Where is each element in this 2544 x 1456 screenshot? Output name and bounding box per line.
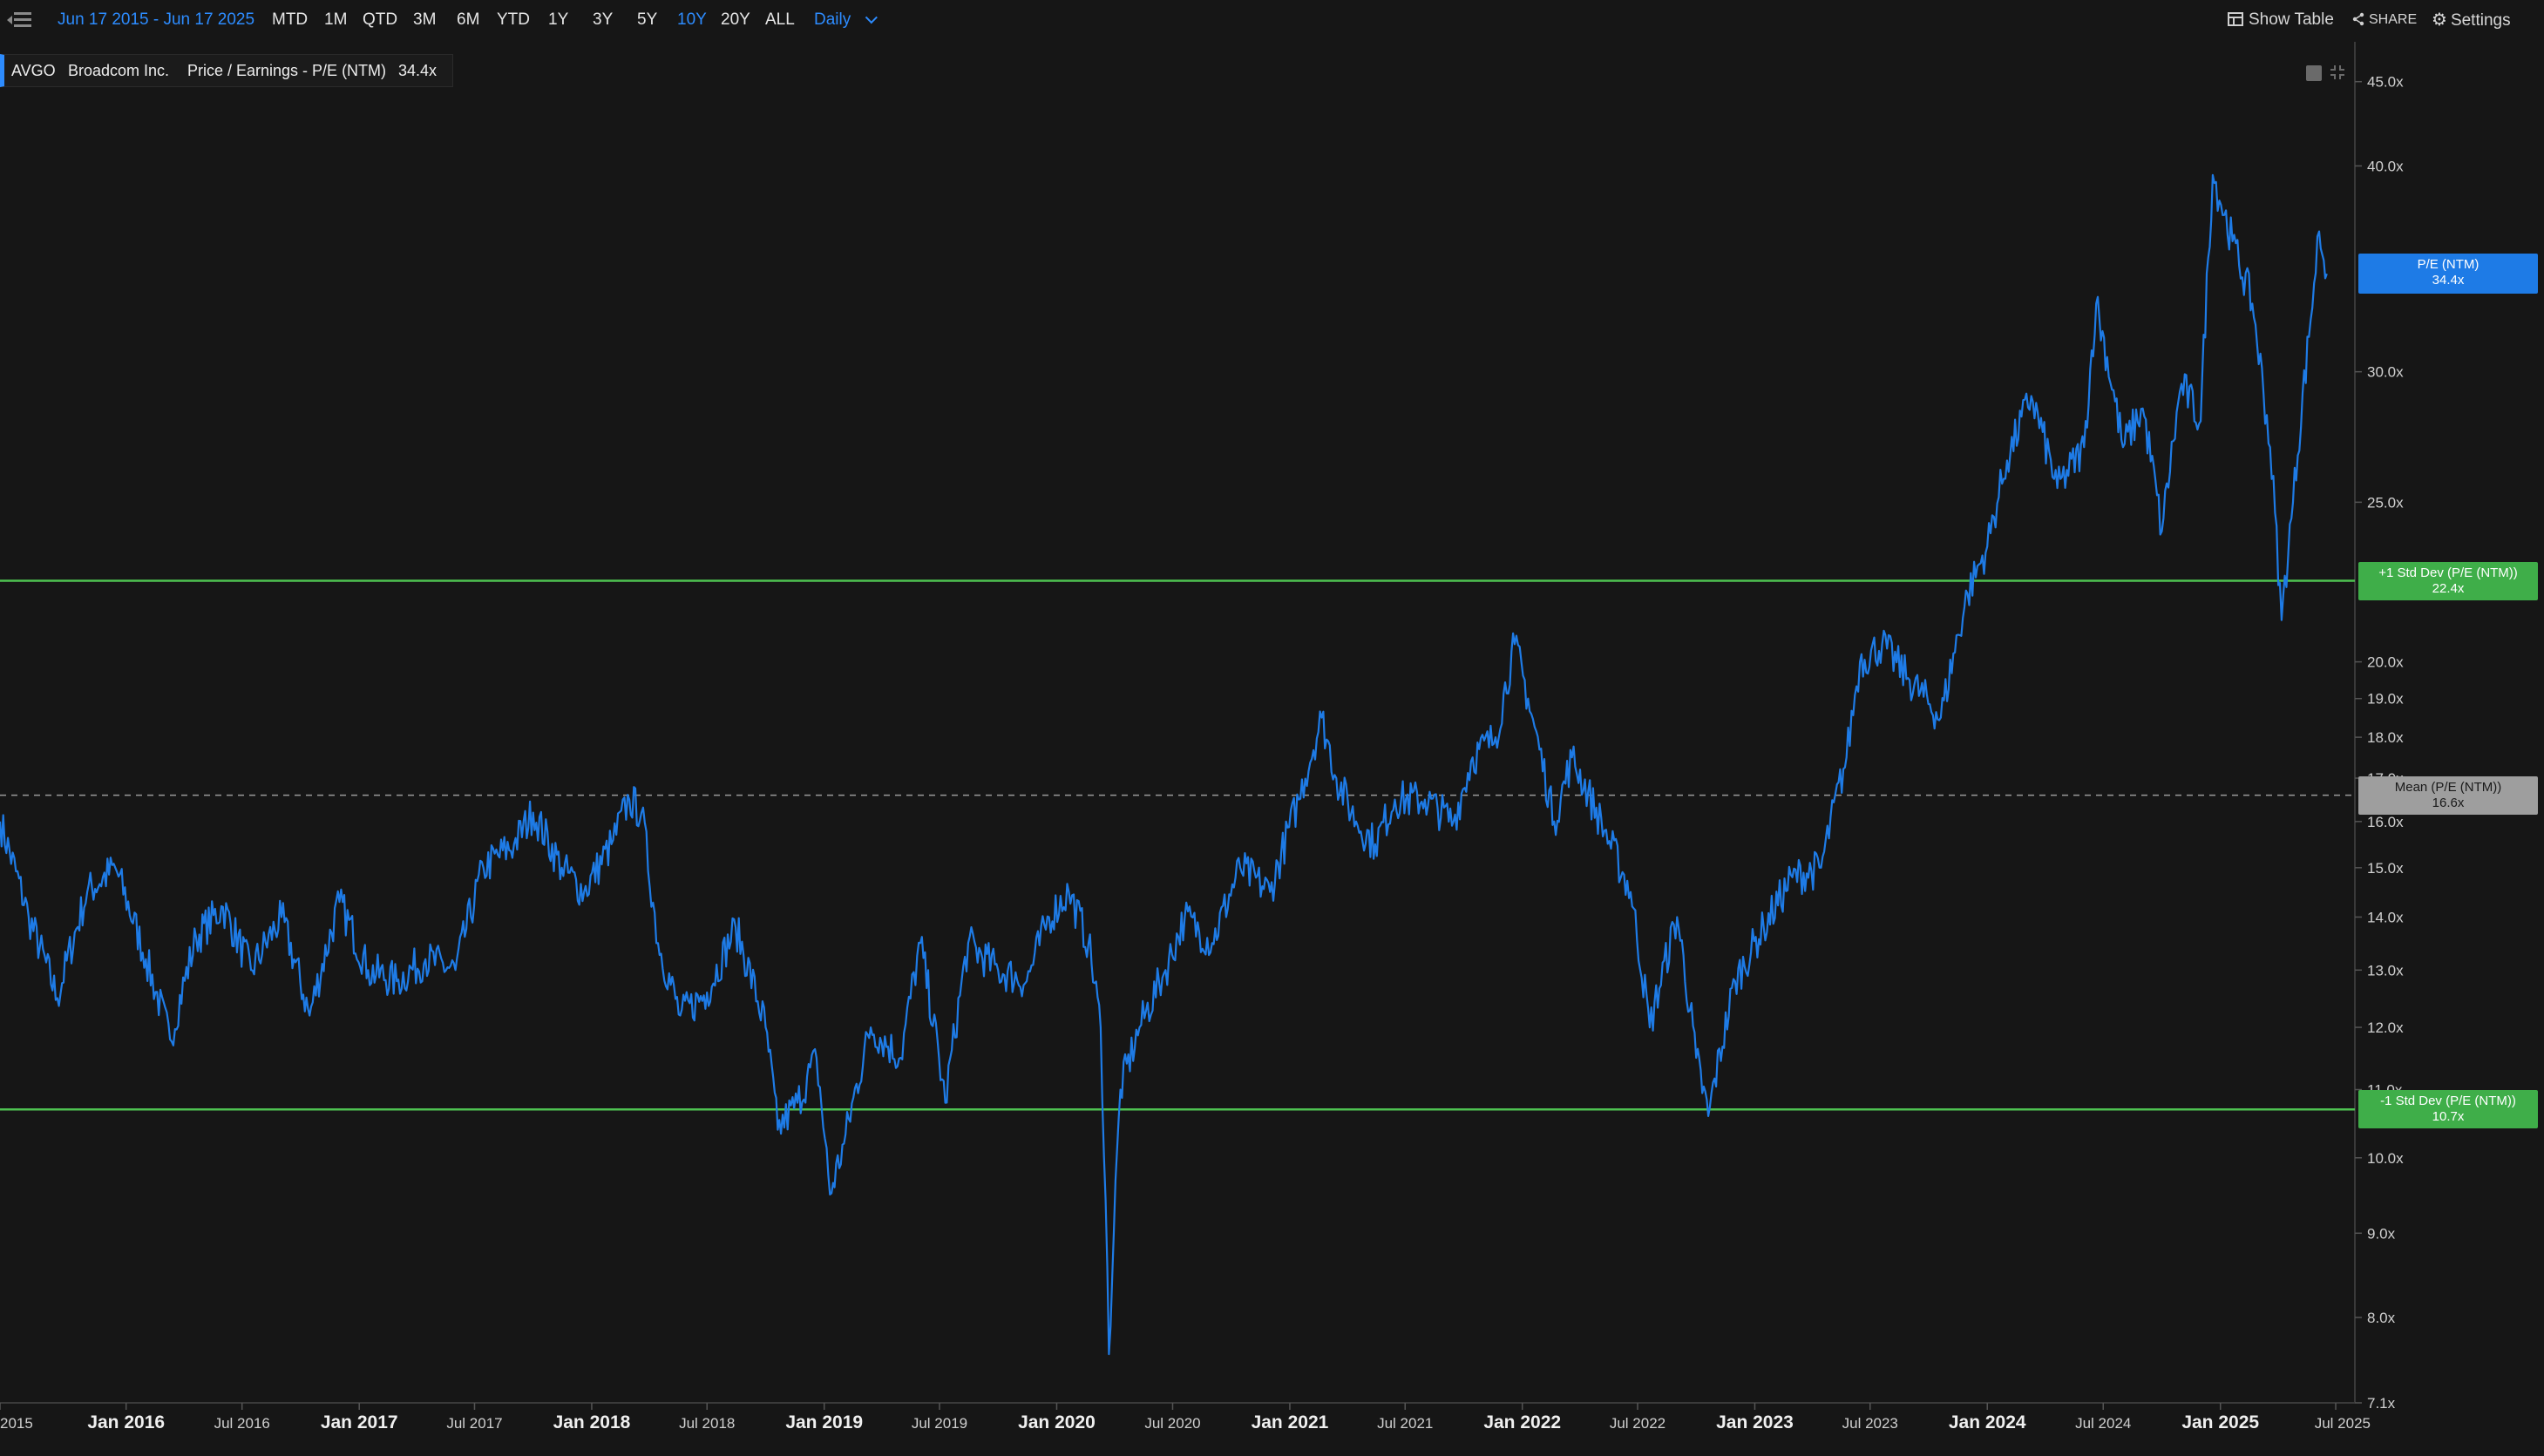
x-tick-label: Jul 2022 xyxy=(1610,1415,1665,1432)
period-1m[interactable]: 1M xyxy=(324,10,348,29)
legend-ticker: AVGO xyxy=(11,62,56,79)
x-tick-label: Jan 2019 xyxy=(785,1412,863,1432)
pe-tag-label: P/E (NTM) xyxy=(2417,257,2480,273)
interval-dropdown[interactable]: Daily xyxy=(814,0,878,40)
interval-label: Daily xyxy=(814,10,851,29)
period-all[interactable]: ALL xyxy=(765,10,795,29)
period-5y[interactable]: 5Y xyxy=(637,10,658,29)
minus1-tag-value: 10.7x xyxy=(2432,1109,2465,1125)
toolbar: Jun 17 2015 - Jun 17 2025 MTD 1M QTD 3M … xyxy=(0,0,2544,40)
share-button[interactable]: SHARE xyxy=(2351,0,2417,40)
x-tick-label: Jan 2023 xyxy=(1716,1412,1794,1432)
period-1y[interactable]: 1Y xyxy=(548,10,569,29)
x-tick-label: Jan 2021 xyxy=(1252,1412,1329,1432)
x-tick-label: Jan 2022 xyxy=(1483,1412,1561,1432)
pe-value-tag: P/E (NTM) 34.4x xyxy=(2358,254,2538,295)
y-tick-label: 12.0x xyxy=(2367,1019,2404,1036)
show-table-label: Show Table xyxy=(2249,10,2334,29)
period-10y[interactable]: 10Y xyxy=(677,10,707,29)
show-table-button[interactable]: Show Table xyxy=(2228,0,2334,40)
y-tick-label: 45.0x xyxy=(2367,74,2404,91)
x-tick-label: 2015 xyxy=(0,1415,33,1432)
y-tick-label: 10.0x xyxy=(2367,1150,2404,1167)
share-icon xyxy=(2352,12,2364,26)
minus1-std-tag: -1 Std Dev (P/E (NTM)) 10.7x xyxy=(2358,1090,2538,1129)
mean-tag-label: Mean (P/E (NTM)) xyxy=(2394,779,2502,795)
y-tick-label: 18.0x xyxy=(2367,729,2404,746)
period-ytd[interactable]: YTD xyxy=(497,10,530,29)
y-tick-label: 30.0x xyxy=(2367,364,2404,381)
y-tick-label: 8.0x xyxy=(2367,1310,2396,1326)
period-mtd[interactable]: MTD xyxy=(272,10,309,29)
y-tick-label: 20.0x xyxy=(2367,654,2404,671)
x-tick-label: Jul 2016 xyxy=(214,1415,270,1432)
y-tick-label: 14.0x xyxy=(2367,909,2404,925)
gear-icon: ⚙ xyxy=(2432,10,2447,30)
period-6m[interactable]: 6M xyxy=(457,10,480,29)
legend-value: 34.4x xyxy=(398,62,438,79)
mean-tag: Mean (P/E (NTM)) 16.6x xyxy=(2358,775,2538,815)
collapse-menu-icon[interactable] xyxy=(7,10,31,30)
x-tick-label: Jul 2021 xyxy=(1377,1415,1433,1432)
x-tick-label: Jul 2025 xyxy=(2315,1415,2371,1432)
y-tick-label: 15.0x xyxy=(2367,860,2404,877)
x-tick-label: Jul 2019 xyxy=(912,1415,967,1432)
series-legend[interactable]: AVGO Broadcom Inc. Price / Earnings - P/… xyxy=(0,54,453,87)
legend-company: Broadcom Inc. xyxy=(68,62,170,79)
y-tick-label: 19.0x xyxy=(2367,691,2404,708)
x-tick-label: Jul 2017 xyxy=(446,1415,502,1432)
x-tick-label: Jan 2016 xyxy=(87,1412,165,1432)
y-tick-label: 7.1x xyxy=(2367,1395,2396,1412)
x-tick-label: Jan 2024 xyxy=(1949,1412,2026,1432)
x-tick-label: Jul 2020 xyxy=(1144,1415,1200,1432)
collapse-icon[interactable] xyxy=(2328,63,2347,82)
chevron-down-icon xyxy=(865,11,878,24)
period-3y[interactable]: 3Y xyxy=(593,10,614,29)
pe-tag-value: 34.4x xyxy=(2432,273,2465,288)
x-tick-label: Jul 2023 xyxy=(1842,1415,1898,1432)
y-tick-label: 16.0x xyxy=(2367,814,2404,830)
y-tick-label: 40.0x xyxy=(2367,158,2404,174)
legend-metric: Price / Earnings - P/E (NTM) xyxy=(187,62,387,79)
settings-button[interactable]: ⚙ Settings xyxy=(2432,0,2511,40)
x-tick-label: Jan 2017 xyxy=(321,1412,398,1432)
x-tick-label: Jul 2018 xyxy=(679,1415,735,1432)
plus1-tag-value: 22.4x xyxy=(2432,580,2465,596)
y-tick-label: 13.0x xyxy=(2367,962,2404,979)
period-qtd[interactable]: QTD xyxy=(363,10,398,29)
period-3m[interactable]: 3M xyxy=(413,10,437,29)
plus1-std-tag: +1 Std Dev (P/E (NTM)) 22.4x xyxy=(2358,561,2538,600)
share-label: SHARE xyxy=(2369,12,2418,27)
settings-label: Settings xyxy=(2450,11,2511,30)
x-tick-label: Jul 2024 xyxy=(2075,1415,2131,1432)
x-tick-label: Jan 2025 xyxy=(2181,1412,2259,1432)
period-20y[interactable]: 20Y xyxy=(721,10,750,29)
date-range-picker[interactable]: Jun 17 2015 - Jun 17 2025 xyxy=(58,10,255,29)
minus1-tag-label: -1 Std Dev (P/E (NTM)) xyxy=(2380,1094,2516,1109)
y-tick-label: 25.0x xyxy=(2367,494,2404,511)
x-tick-label: Jan 2018 xyxy=(553,1412,631,1432)
pe-series-line xyxy=(0,173,2328,1356)
download-icon[interactable] xyxy=(2306,65,2322,81)
table-icon xyxy=(2228,12,2243,26)
x-tick-label: Jan 2020 xyxy=(1018,1412,1096,1432)
mean-tag-value: 16.6x xyxy=(2432,795,2465,810)
plus1-tag-label: +1 Std Dev (P/E (NTM)) xyxy=(2378,565,2518,580)
y-tick-label: 9.0x xyxy=(2367,1225,2396,1242)
